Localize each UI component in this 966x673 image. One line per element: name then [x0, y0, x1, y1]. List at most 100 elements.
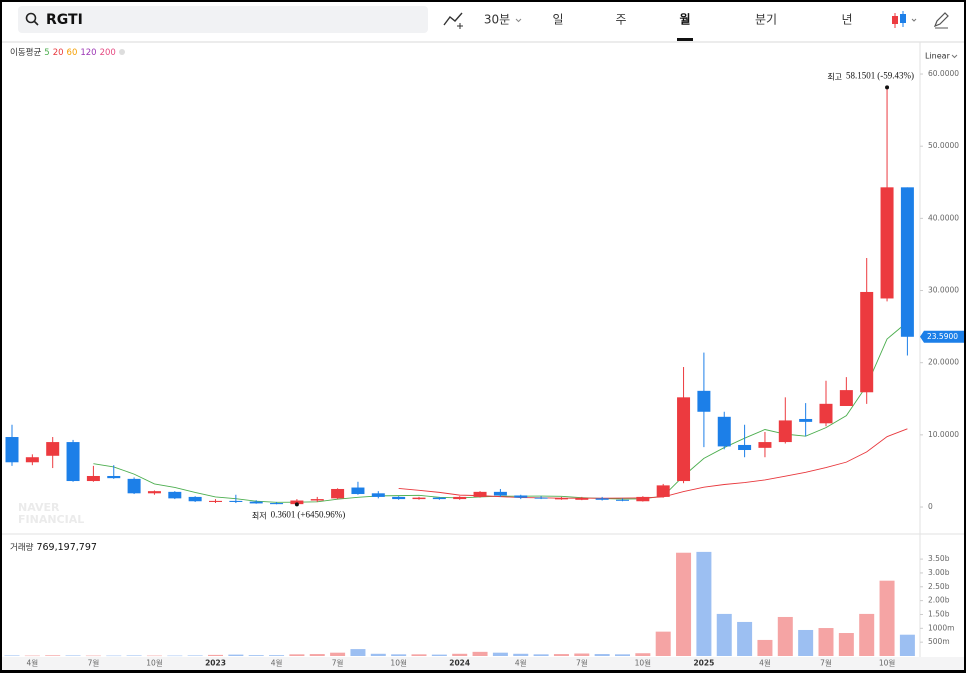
volume-bar — [513, 653, 529, 656]
candle-body — [839, 390, 853, 406]
high-marker — [885, 85, 890, 90]
volume-bar — [391, 654, 407, 656]
candle-body — [880, 187, 894, 299]
volume-bar — [655, 631, 671, 656]
interval-tab[interactable]: 년 — [841, 13, 852, 27]
volume-bar — [859, 613, 875, 656]
search-icon — [33, 20, 39, 26]
volume-bar — [757, 639, 773, 656]
legend-close[interactable] — [119, 49, 125, 55]
volume-last: 769,197,797 — [36, 542, 96, 553]
volume-bar — [350, 649, 366, 656]
candle-body — [270, 503, 284, 505]
interval-tab[interactable]: 주 — [615, 13, 626, 27]
x-tick-label: 7월 — [332, 658, 344, 668]
candle-body — [453, 496, 467, 500]
volume-bar — [126, 655, 142, 656]
draw-icon[interactable] — [933, 12, 949, 28]
volume-bar — [370, 653, 386, 656]
watermark: NAVER — [18, 501, 60, 514]
ma-legend: 이동평균 5 20 60 120 200 — [10, 47, 116, 58]
ma-legend-item: 120 — [80, 48, 96, 58]
candle-body — [656, 485, 670, 497]
x-tick-label: 10월 — [390, 658, 407, 668]
volume-bar — [208, 654, 223, 656]
high-annotation: 최고 58.1501 (-59.43%) — [827, 70, 914, 80]
candle-body — [412, 497, 426, 500]
candle-body — [860, 291, 874, 393]
volume-bar — [228, 654, 244, 656]
candle-body — [636, 496, 650, 502]
x-tick-label: 4월 — [759, 658, 771, 668]
volume-bar — [899, 634, 915, 656]
volume-bar — [615, 654, 630, 656]
candle-body — [514, 495, 528, 498]
volume-tick-label: 500m — [928, 637, 950, 646]
low-marker — [294, 502, 299, 507]
scale-toggle[interactable]: Linear — [925, 52, 951, 61]
candle-body — [351, 487, 365, 495]
volume-bar — [4, 655, 20, 656]
candle-body — [290, 500, 304, 505]
volume-bar — [574, 653, 590, 656]
candle-body — [249, 501, 263, 504]
candle-body — [677, 397, 691, 482]
volume-bar — [24, 655, 40, 657]
volume-bar — [248, 655, 264, 656]
candle-body — [46, 442, 60, 456]
candle-body — [392, 496, 406, 500]
volume-bar — [594, 654, 610, 656]
x-tick-label: 2023 — [205, 659, 226, 668]
volume-bar — [696, 551, 712, 656]
low-value: 0.3601 — [271, 509, 296, 519]
indicator-icon[interactable] — [443, 12, 463, 26]
interval-tab[interactable]: 30분 — [484, 13, 510, 27]
high-label: 최고 — [827, 71, 842, 81]
candle-body — [738, 444, 752, 451]
candle-body — [697, 390, 711, 412]
ma-legend-item: 60 — [67, 48, 78, 58]
y-tick-label: 30.0000 — [928, 286, 959, 295]
volume-bar — [106, 655, 122, 657]
volume-bar — [411, 654, 427, 656]
ma-legend-title: 이동평균 — [10, 47, 41, 58]
chevron — [911, 18, 917, 22]
candle-body — [778, 420, 792, 443]
search-box[interactable] — [18, 6, 428, 33]
volume-bar — [798, 629, 814, 656]
volume-bar — [492, 652, 508, 656]
volume-legend: 거래량 769,197,797 — [10, 542, 97, 553]
interval-tab[interactable]: 분기 — [755, 13, 777, 27]
candle-body — [554, 498, 568, 500]
x-tick-label: 7월 — [820, 658, 832, 668]
candle-body — [473, 491, 487, 497]
volume-bar — [818, 628, 834, 656]
candle-body — [717, 416, 731, 447]
ma-legend-item: 200 — [100, 48, 116, 58]
volume-bar — [65, 655, 81, 656]
x-tick-label: 10월 — [879, 658, 896, 668]
icon-body — [900, 14, 906, 23]
chart-type-icon[interactable] — [892, 11, 917, 28]
candle-body — [758, 442, 772, 448]
interval-tab[interactable]: 월 — [679, 12, 690, 27]
volume-bar — [553, 654, 569, 656]
y-tick-label: 50.0000 — [928, 141, 959, 150]
y-tick-label: 0 — [928, 502, 933, 511]
candle-body — [310, 499, 324, 501]
volume-bar — [85, 655, 101, 657]
volume-tick-label: 1.50b — [928, 609, 950, 618]
interval-tab[interactable]: 일 — [552, 13, 563, 27]
high-value: 58.1501 — [846, 70, 875, 80]
candle-body — [168, 491, 182, 499]
volume-bar — [167, 655, 183, 657]
volume-bar — [737, 621, 753, 656]
volume-bar — [45, 655, 61, 656]
x-tick-label: 10월 — [635, 658, 652, 668]
candle-body — [371, 493, 385, 497]
symbol: RGTI — [46, 12, 83, 28]
candle-body — [209, 500, 222, 502]
candle-body — [900, 187, 914, 337]
chevron — [951, 54, 958, 59]
